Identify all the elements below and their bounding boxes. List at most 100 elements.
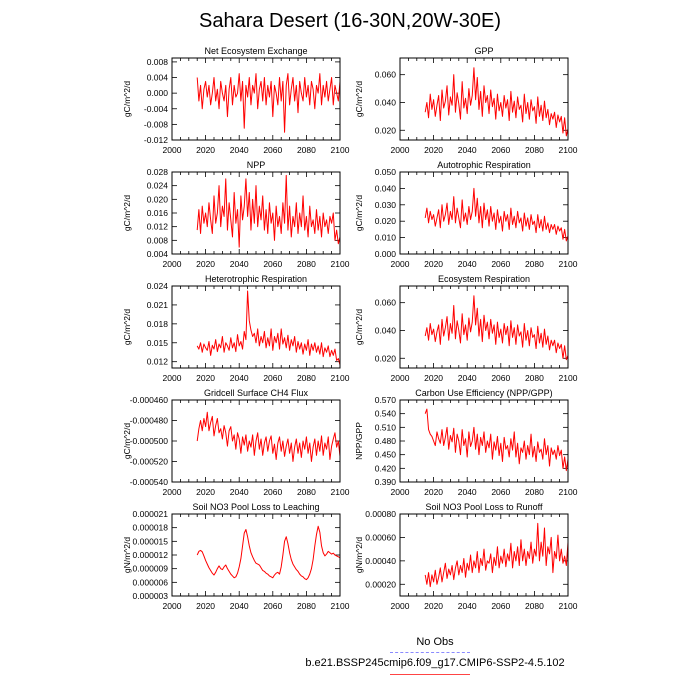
y-tick-label: 0.390 <box>375 477 397 487</box>
y-tick-label: 0.00060 <box>365 532 396 542</box>
y-tick-label: 0.004 <box>147 73 169 83</box>
y-tick-label: 0.000015 <box>133 536 169 546</box>
y-tick-label: -0.000480 <box>130 416 169 426</box>
y-tick-label: -0.008 <box>144 119 168 129</box>
x-tick-label: 2100 <box>331 487 350 497</box>
y-tick-label: 0.000012 <box>133 550 169 560</box>
legend-obs-line <box>390 652 470 653</box>
y-axis-label: gC/m^2/d <box>354 81 364 117</box>
x-tick-label: 2100 <box>331 373 350 383</box>
x-tick-label: 2080 <box>297 487 316 497</box>
y-tick-label: -0.000540 <box>130 477 169 487</box>
x-tick-label: 2020 <box>196 259 215 269</box>
series-line <box>196 525 341 581</box>
y-axis-label: gC/m^2/d <box>122 195 132 231</box>
y-tick-label: 0.510 <box>375 422 397 432</box>
x-tick-label: 2100 <box>559 145 578 155</box>
plot-frame <box>399 513 569 597</box>
x-tick-label: 2040 <box>458 373 477 383</box>
figure-title: Sahara Desert (16-30N,20W-30E) <box>199 10 501 32</box>
panel-title: GPP <box>474 46 493 56</box>
plot-frame <box>399 57 569 141</box>
y-tick-label: 0.020 <box>147 194 169 204</box>
y-tick-label: 0.040 <box>375 183 397 193</box>
series-line <box>424 187 569 242</box>
y-tick-label: 0.000003 <box>133 591 169 601</box>
x-tick-label: 2080 <box>297 601 316 611</box>
x-tick-label: 2080 <box>297 373 316 383</box>
y-tick-label: 0.008 <box>147 235 169 245</box>
panel-title: Gridcell Surface CH4 Flux <box>204 388 309 398</box>
x-tick-label: 2100 <box>559 373 578 383</box>
y-tick-label: 0.000 <box>375 249 397 259</box>
series-line <box>196 73 341 133</box>
x-tick-label: 2100 <box>559 487 578 497</box>
x-tick-label: 2060 <box>263 373 282 383</box>
y-tick-label: 0.050 <box>375 167 397 177</box>
panel-title: Soil NO3 Pool Loss to Runoff <box>426 502 543 512</box>
y-tick-label: 0.015 <box>147 338 169 348</box>
plot-frame <box>399 171 569 255</box>
x-tick-label: 2000 <box>391 145 410 155</box>
x-tick-label: 2040 <box>230 145 249 155</box>
panel-title: Ecosystem Respiration <box>438 274 530 284</box>
x-tick-label: 2060 <box>491 487 510 497</box>
y-tick-label: 0.000 <box>147 88 169 98</box>
x-tick-label: 2040 <box>458 145 477 155</box>
x-tick-label: 2020 <box>196 601 215 611</box>
x-tick-label: 2080 <box>525 259 544 269</box>
y-tick-label: 0.000009 <box>133 564 169 574</box>
series-line <box>196 411 341 462</box>
x-tick-label: 2040 <box>230 487 249 497</box>
x-tick-label: 2000 <box>163 487 182 497</box>
y-tick-label: 0.00020 <box>365 579 396 589</box>
y-tick-label: -0.000500 <box>130 436 169 446</box>
x-tick-label: 2060 <box>491 601 510 611</box>
y-tick-label: 0.028 <box>147 167 169 177</box>
series-line <box>424 295 569 361</box>
plot-frame <box>171 171 341 255</box>
x-tick-label: 2000 <box>163 601 182 611</box>
x-tick-label: 2020 <box>196 487 215 497</box>
x-tick-label: 2080 <box>297 259 316 269</box>
x-tick-label: 2100 <box>331 259 350 269</box>
x-tick-label: 2060 <box>263 145 282 155</box>
y-tick-label: 0.018 <box>147 319 169 329</box>
x-tick-label: 2040 <box>458 601 477 611</box>
y-tick-label: 0.000006 <box>133 577 169 587</box>
x-tick-label: 2020 <box>424 487 443 497</box>
y-tick-label: 0.040 <box>375 325 397 335</box>
y-tick-label: 0.016 <box>147 208 169 218</box>
y-axis-label: NPP/GPP <box>354 422 364 460</box>
plot-frame <box>171 399 341 483</box>
y-tick-label: 0.020 <box>375 125 397 135</box>
panel-title: Soil NO3 Pool Loss to Leaching <box>192 502 319 512</box>
y-tick-label: 0.030 <box>375 200 397 210</box>
y-axis-label: gC/m^2/d <box>122 423 132 459</box>
y-tick-label: 0.060 <box>375 298 397 308</box>
x-tick-label: 2100 <box>331 601 350 611</box>
x-tick-label: 2020 <box>196 145 215 155</box>
panel-title: Net Ecosystem Exchange <box>204 46 307 56</box>
panel-title: NPP <box>247 160 266 170</box>
legend-model-line <box>390 674 470 675</box>
y-tick-label: 0.010 <box>375 233 397 243</box>
panel-title: Autotrophic Respiration <box>437 160 531 170</box>
panel-title: Heterotrophic Respiration <box>205 274 307 284</box>
x-tick-label: 2040 <box>458 259 477 269</box>
panel-title: Carbon Use Efficiency (NPP/GPP) <box>415 388 552 398</box>
x-tick-label: 2040 <box>230 601 249 611</box>
x-tick-label: 2080 <box>525 601 544 611</box>
y-axis-label: gN/m^2/d <box>122 537 132 573</box>
x-tick-label: 2080 <box>525 487 544 497</box>
x-tick-label: 2060 <box>263 601 282 611</box>
x-tick-label: 2060 <box>263 259 282 269</box>
y-tick-label: 0.420 <box>375 463 397 473</box>
plot-frame <box>171 57 341 141</box>
x-tick-label: 2080 <box>297 145 316 155</box>
y-axis-label: gC/m^2/d <box>354 195 364 231</box>
x-tick-label: 2020 <box>424 373 443 383</box>
y-tick-label: 0.000018 <box>133 523 169 533</box>
plot-frame <box>171 285 341 369</box>
